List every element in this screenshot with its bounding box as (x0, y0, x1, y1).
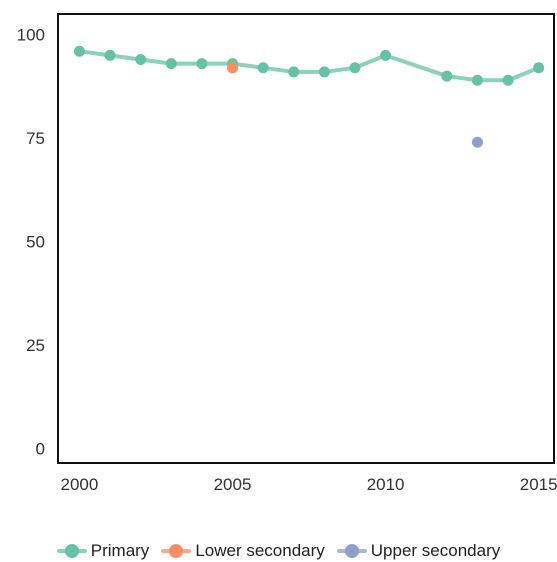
data-point-primary[interactable] (471, 74, 483, 86)
data-point-primary[interactable] (349, 62, 361, 74)
data-point-primary[interactable] (380, 49, 392, 61)
legend-item-upper-secondary[interactable]: Upper secondary (336, 541, 501, 561)
x-tick-label: 2000 (61, 475, 99, 494)
series-line-primary (77, 49, 541, 83)
data-point-upper-secondary[interactable] (471, 136, 483, 148)
data-point-primary[interactable] (533, 62, 545, 74)
y-tick-label: 75 (26, 129, 45, 148)
y-tick-label: 0 (36, 440, 45, 459)
legend-swatch (336, 544, 367, 558)
chart: 0 25 50 75 100 2000 2005 2010 2015 (17, 13, 557, 494)
legend-label: Lower secondary (195, 541, 325, 560)
data-point-primary[interactable] (196, 58, 208, 70)
plot-frame (57, 13, 555, 464)
data-point-primary[interactable] (73, 45, 85, 57)
x-tick-label: 2015 (520, 475, 557, 494)
legend-item-primary[interactable]: Primary (56, 541, 150, 561)
y-axis-ticks: 0 25 50 75 100 (17, 26, 45, 459)
data-point-primary[interactable] (104, 49, 116, 61)
legend-swatch (161, 544, 192, 558)
x-tick-label: 2005 (214, 475, 252, 494)
data-point-primary[interactable] (318, 66, 330, 78)
x-tick-label: 2010 (367, 475, 405, 494)
y-tick-label: 50 (26, 233, 45, 252)
data-point-primary[interactable] (165, 58, 177, 70)
y-tick-label: 25 (26, 336, 45, 355)
data-point-primary[interactable] (441, 70, 453, 82)
data-point-lower-secondary[interactable] (227, 62, 239, 74)
data-point-primary[interactable] (288, 66, 300, 78)
legend-label: Upper secondary (370, 541, 501, 560)
chart-legend: Primary Lower secondary Upper secondary (0, 540, 557, 562)
plot-series (73, 45, 545, 148)
legend-swatch (56, 544, 87, 558)
legend-item-lower-secondary[interactable]: Lower secondary (161, 541, 325, 561)
y-tick-label: 100 (17, 26, 45, 45)
legend-label: Primary (90, 541, 150, 560)
data-point-primary[interactable] (502, 74, 514, 86)
x-axis-ticks: 2000 2005 2010 2015 (61, 475, 557, 494)
data-point-primary[interactable] (135, 54, 147, 66)
data-point-primary[interactable] (257, 62, 269, 74)
